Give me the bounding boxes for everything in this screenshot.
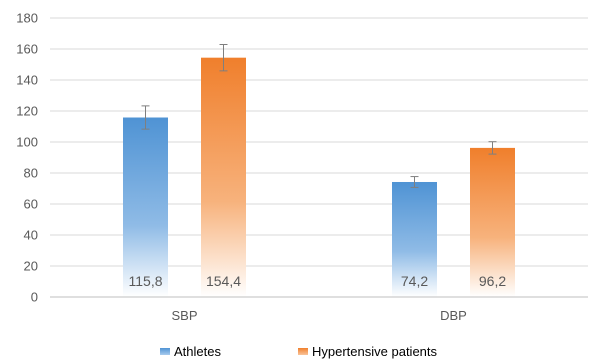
y-tick-label: 20 [24,259,38,274]
bar [470,147,515,297]
bars: 115,8 154,4 74,2 96,2 [123,44,515,298]
data-label: 115,8 [129,273,163,289]
y-axis: 0 20 40 60 80 100 120 140 160 180 [16,11,38,305]
x-axis: SBP DBP [50,296,588,323]
y-tick-label: 80 [24,166,38,181]
legend-swatch [160,348,170,355]
legend-swatch [298,348,308,355]
legend: Athletes Hypertensive patients [160,344,438,359]
bar [201,57,246,298]
y-tick-label: 120 [16,104,38,119]
y-tick-label: 160 [16,42,38,57]
bar [392,181,437,297]
x-tick-label: SBP [171,308,197,323]
y-tick-label: 140 [16,73,38,88]
x-tick-label: DBP [440,308,467,323]
y-tick-label: 180 [16,11,38,26]
bar [123,117,168,297]
data-label: 154,4 [206,273,241,289]
legend-label: Athletes [174,344,221,359]
y-tick-label: 100 [16,135,38,150]
y-tick-label: 0 [31,290,38,305]
legend-label: Hypertensive patients [312,344,438,359]
y-tick-label: 40 [24,228,38,243]
data-label: 74,2 [401,273,428,289]
data-label: 96,2 [479,273,506,289]
y-tick-label: 60 [24,197,38,212]
